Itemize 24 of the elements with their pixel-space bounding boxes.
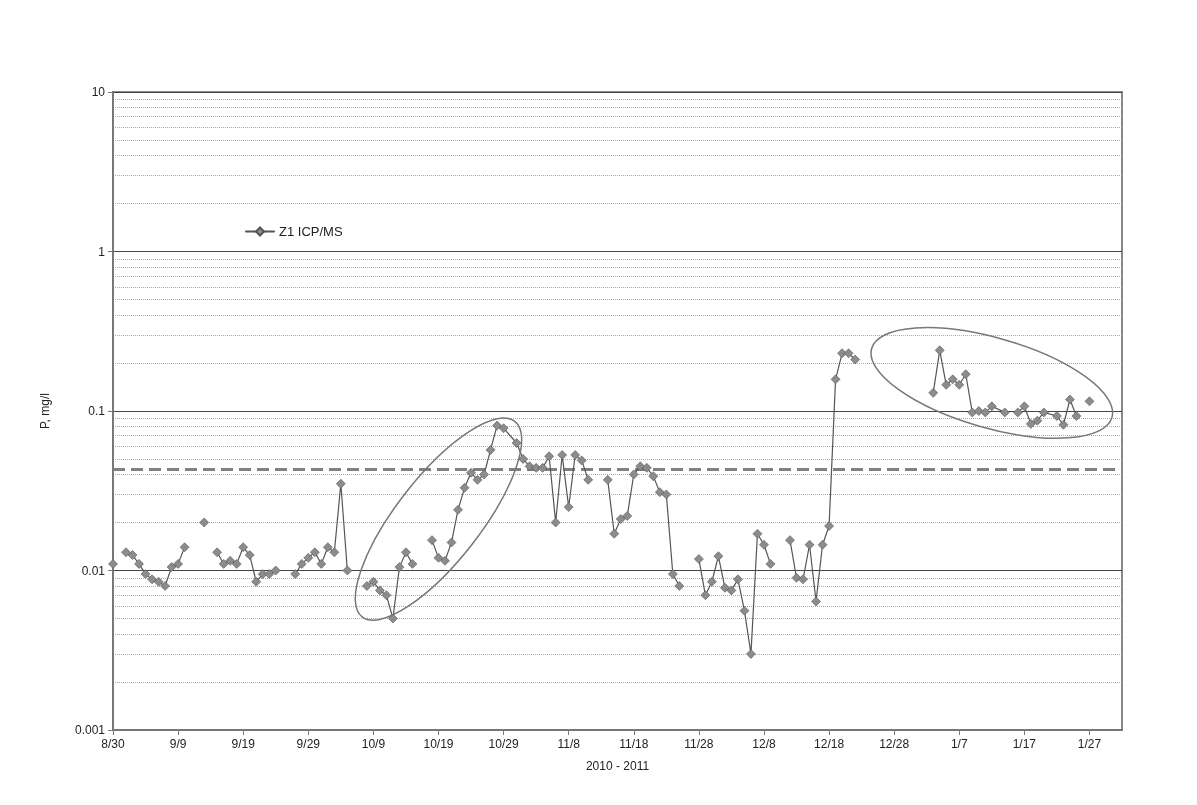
x-tick-label: 10/9 (361, 737, 386, 751)
x-tick-label: 11/18 (619, 737, 649, 751)
legend-label: Z1 ICP/MS (279, 224, 343, 239)
x-tick-label: 1/17 (1012, 737, 1037, 751)
x-tick-label: 9/29 (296, 737, 321, 751)
x-tick-label: 12/8 (752, 737, 776, 751)
y-tick-label: 0.1 (88, 404, 106, 418)
x-tick-label: 9/9 (169, 737, 187, 751)
x-axis-title: 2010 - 2011 (585, 759, 650, 773)
y-tick-label: 0.01 (81, 563, 106, 578)
x-tick-label: 10/19 (423, 737, 454, 751)
x-tick-label: 1/27 (1077, 737, 1102, 751)
x-tick-label: 9/19 (231, 737, 256, 751)
y-axis-title: P, mg/l (38, 393, 52, 429)
y-tick-label: 1 (98, 244, 106, 259)
x-tick-label: 12/18 (814, 737, 845, 751)
x-tick-label: 11/8 (557, 737, 581, 751)
x-tick-label: 8/30 (101, 737, 125, 751)
x-tick-label: 11/28 (684, 737, 714, 751)
x-tick-label: 1/7 (950, 737, 968, 751)
y-tick-label: 10 (91, 85, 106, 99)
x-tick-label: 10/29 (488, 737, 519, 751)
y-tick-label: 0.001 (74, 723, 106, 737)
x-tick-label: 12/28 (879, 737, 910, 751)
